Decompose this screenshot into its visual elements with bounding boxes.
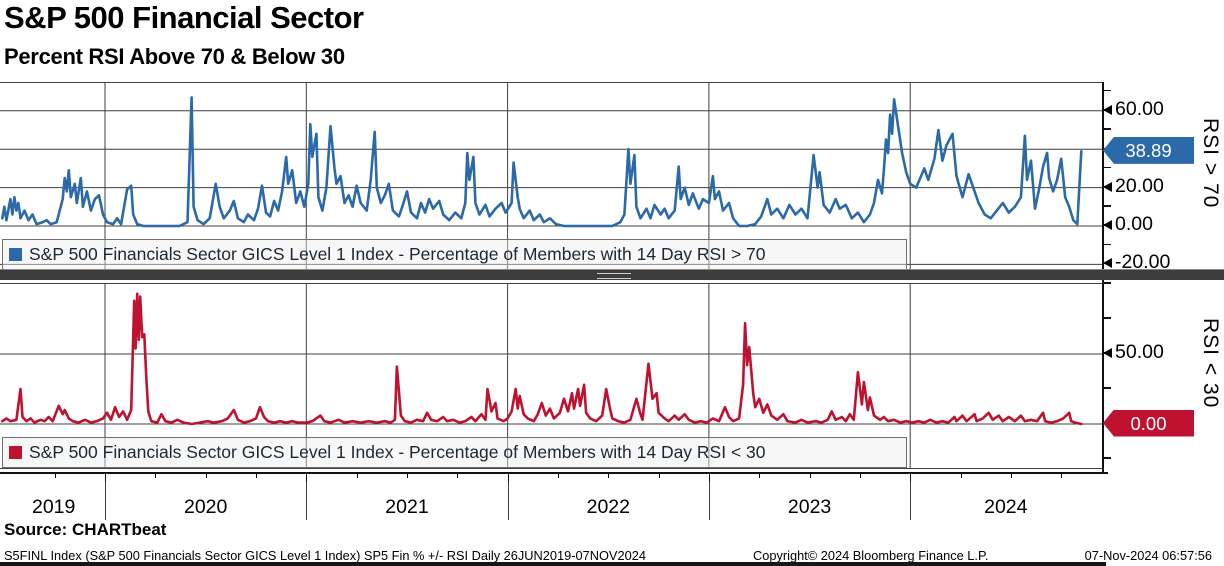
panel-splitter[interactable] bbox=[0, 269, 1224, 280]
page-title: S&P 500 Financial Sector bbox=[4, 0, 364, 35]
x-axis-year-label: 2023 bbox=[787, 496, 832, 518]
x-axis-quarter-tick bbox=[256, 473, 258, 478]
y-axis-tick-label: -20.00 bbox=[1115, 251, 1171, 274]
x-axis-quarter-tick bbox=[759, 473, 761, 478]
y-axis-tick-arrow-icon bbox=[1103, 181, 1112, 192]
y-axis-tick-label: 0.00 bbox=[1115, 213, 1153, 235]
footer-security-description: S5FINL Index (S&P 500 Financials Sector … bbox=[4, 548, 646, 563]
y-axis-minor-tick bbox=[1104, 282, 1111, 284]
legend-swatch-blue bbox=[9, 248, 22, 261]
y-axis-tick-label: 50.00 bbox=[1115, 341, 1164, 363]
legend-rsi-below-30[interactable]: S&P 500 Financials Sector GICS Level 1 I… bbox=[2, 437, 907, 468]
rsi-above-70-chart-canvas bbox=[0, 83, 1102, 269]
x-axis-year-label: 2020 bbox=[183, 496, 228, 518]
x-axis-year-label: 2021 bbox=[385, 496, 429, 518]
y-axis-minor-tick bbox=[1104, 166, 1111, 169]
footer-copyright: Copyright© 2024 Bloomberg Finance L.P. bbox=[753, 548, 989, 563]
source-line: Source: CHARTbeat bbox=[4, 520, 167, 539]
x-axis-quarter-tick bbox=[1061, 473, 1063, 478]
y-axis-minor-tick bbox=[1104, 243, 1111, 245]
x-axis-year-separator bbox=[306, 473, 308, 520]
x-axis-year-tick bbox=[105, 473, 107, 482]
y-axis-minor-tick bbox=[1104, 128, 1111, 130]
x-axis-quarter-tick bbox=[1010, 473, 1013, 478]
y-axis-tick-label: 60.00 bbox=[1115, 97, 1164, 120]
x-axis-quarter-tick bbox=[54, 473, 56, 478]
rsi-below-30-panel[interactable]: S&P 500 Financials Sector GICS Level 1 I… bbox=[0, 283, 1102, 469]
x-axis-year-tick bbox=[910, 473, 912, 482]
x-axis-year-separator bbox=[708, 473, 710, 520]
legend-label-rsi-below-30: S&P 500 Financials Sector GICS Level 1 I… bbox=[29, 442, 766, 462]
x-axis-year-label: 2024 bbox=[984, 496, 1028, 518]
splitter-grip-icon bbox=[597, 273, 631, 279]
y-axis-tick-arrow-icon bbox=[1103, 104, 1112, 115]
y-axis-minor-tick bbox=[1104, 89, 1111, 92]
right-axis-title-rsi-below-30: RSI < 30 bbox=[1199, 318, 1222, 409]
y-axis-tick-arrow-icon bbox=[1103, 220, 1112, 230]
x-axis-quarter-tick bbox=[205, 473, 207, 478]
last-value-badge-rsi-below-30: 0.00 bbox=[1103, 409, 1194, 437]
x-axis-quarter-tick bbox=[658, 473, 660, 478]
y-axis-minor-tick bbox=[1104, 387, 1111, 389]
rsi-above-70-panel[interactable]: S&P 500 Financials Sector GICS Level 1 I… bbox=[0, 82, 1102, 270]
footer-datetime: 07-Nov-2024 06:57:56 bbox=[1084, 548, 1212, 563]
legend-swatch-red bbox=[9, 446, 22, 459]
x-axis-quarter-tick bbox=[809, 473, 811, 478]
x-axis-year-label: 2019 bbox=[31, 496, 76, 518]
y-axis-minor-tick bbox=[1104, 457, 1111, 459]
x-axis-year-separator bbox=[507, 473, 509, 520]
x-axis-year-separator bbox=[910, 473, 912, 520]
y-axis-minor-tick bbox=[1104, 317, 1111, 319]
legend-rsi-above-70[interactable]: S&P 500 Financials Sector GICS Level 1 I… bbox=[2, 239, 907, 270]
x-axis-quarter-tick bbox=[407, 473, 409, 478]
x-axis-quarter-tick bbox=[608, 473, 610, 478]
y-axis-minor-tick bbox=[1104, 205, 1111, 207]
x-axis-year-tick bbox=[306, 473, 308, 482]
legend-label-rsi-above-70: S&P 500 Financials Sector GICS Level 1 I… bbox=[29, 244, 766, 264]
rsi-below-30-series-line bbox=[0, 292, 1083, 426]
x-axis-quarter-tick bbox=[155, 473, 157, 478]
x-axis-quarter-tick bbox=[859, 473, 862, 478]
y-axis-tick-arrow-icon bbox=[1103, 348, 1112, 358]
x-axis-year-separator bbox=[105, 473, 106, 520]
y-axis-tick-arrow-icon bbox=[1103, 258, 1112, 269]
y-axis-tick-label: 20.00 bbox=[1115, 174, 1164, 197]
x-axis-quarter-tick bbox=[457, 473, 459, 478]
x-axis-spine bbox=[0, 472, 1108, 474]
page-subtitle: Percent RSI Above 70 & Below 30 bbox=[4, 44, 345, 69]
x-axis-year-tick bbox=[708, 473, 711, 482]
x-axis-year-label: 2022 bbox=[586, 496, 630, 518]
x-axis-quarter-tick bbox=[960, 473, 962, 478]
x-axis-year-tick bbox=[507, 473, 509, 482]
x-axis-quarter-tick bbox=[557, 473, 560, 478]
right-axis-title-rsi-above-70: RSI > 70 bbox=[1199, 118, 1222, 209]
x-axis-quarter-tick bbox=[356, 473, 358, 478]
rsi-above-70-series-line bbox=[0, 96, 1083, 228]
taskbar-strip bbox=[0, 562, 1106, 566]
last-value-badge-rsi-above-70: 38.89 bbox=[1103, 136, 1194, 164]
